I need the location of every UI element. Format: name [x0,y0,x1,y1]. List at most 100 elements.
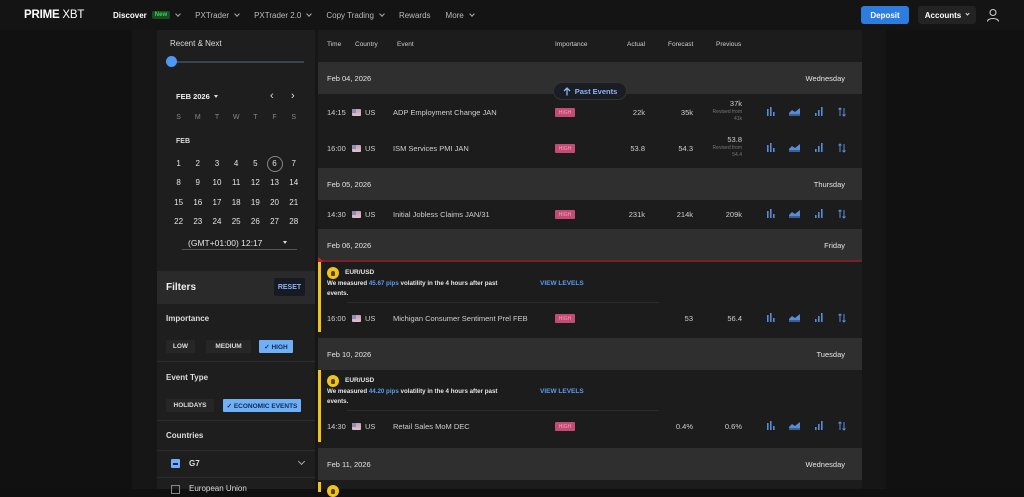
event-row[interactable]: 14:15 US ADP Employment Change JAN HIGH … [318,99,862,138]
weekday: S [176,114,181,121]
nav-label: Discover [113,10,147,20]
calendar-day[interactable]: 5 [253,159,258,169]
chevron-down-icon[interactable] [297,457,306,466]
area-chart-icon[interactable] [788,143,801,153]
sort-arrows-icon[interactable] [836,143,849,153]
view-levels-link[interactable]: VIEW LEVELS [540,280,584,287]
event-previous: 209k [725,210,742,219]
event-actions [764,421,849,431]
calendar-day[interactable]: 21 [289,197,299,207]
calendar-day[interactable]: 8 [176,178,181,188]
recent-next-slider[interactable] [171,61,304,63]
bar-chart-icon[interactable] [764,313,777,323]
signal-bars-icon[interactable] [812,421,825,431]
sort-arrows-icon[interactable] [836,209,849,219]
past-events-button[interactable]: Past Events [553,82,627,100]
divider [157,477,315,478]
calendar-day[interactable]: 20 [270,197,279,207]
event-row[interactable]: 14:30 US Retail Sales MoM DEC HIGH 0.4% … [318,416,862,440]
nav-pxtrader-2[interactable]: PXTrader 2.0 [254,10,313,20]
nav-pxtrader[interactable]: PXTrader [195,11,240,20]
event-type-economic-chip[interactable]: ✓ ECONOMIC EVENTS [223,399,301,412]
calendar-day[interactable]: 7 [291,159,296,169]
area-chart-icon[interactable] [788,209,801,219]
prev-month-button[interactable]: ‹ [270,90,274,102]
calendar-day[interactable]: 25 [231,217,241,227]
nav-discover[interactable]: Discover New [113,10,181,20]
eu-checkbox[interactable] [171,485,180,494]
calendar-day[interactable]: 17 [212,197,222,207]
calendar-day[interactable]: 18 [231,197,241,207]
bar-chart-icon[interactable] [764,107,777,117]
importance-badge: HIGH [555,314,575,323]
accounts-button[interactable]: Accounts [918,6,976,24]
calendar-day[interactable]: 27 [270,217,279,227]
importance-low-chip[interactable]: LOW [166,340,195,353]
nav-rewards[interactable]: Rewards [399,11,431,20]
calendar-day[interactable]: 10 [212,178,222,188]
nav-copy-trading[interactable]: Copy Trading [326,11,385,20]
signal-bars-icon[interactable] [812,143,825,153]
user-profile-icon[interactable] [986,8,1000,22]
past-events-label: Past Events [574,86,618,96]
sort-arrows-icon[interactable] [836,421,849,431]
calendar-day[interactable]: 28 [289,217,299,227]
bar-chart-icon[interactable] [764,421,777,431]
accounts-label: Accounts [924,10,962,20]
calendar-day[interactable]: 19 [250,197,260,207]
signal-bars-icon[interactable] [812,313,825,323]
primexbt-logo[interactable]: PRIME XBT [24,9,84,21]
calendar-day[interactable]: 11 [232,178,241,188]
month-year-select[interactable]: FEB 2026 [176,92,218,101]
calendar-day[interactable]: 2 [195,159,200,169]
signal-bars-icon[interactable] [812,107,825,117]
calendar-day[interactable]: 24 [212,217,222,227]
calendar-day[interactable]: 9 [195,178,200,188]
nav-more[interactable]: More [446,11,475,20]
calendar-day[interactable]: 12 [250,178,260,188]
area-chart-icon[interactable] [788,313,801,323]
area-chart-icon[interactable] [788,107,801,117]
event-row[interactable]: 16:00 US ISM Services PMI JAN HIGH 53.8 … [318,135,862,174]
deposit-button[interactable]: Deposit [861,6,909,24]
view-levels-link[interactable]: VIEW LEVELS [540,388,584,395]
insight-pips: 45.67 pips [368,280,399,287]
area-chart-icon[interactable] [788,421,801,431]
importance-badge: HIGH [555,210,575,219]
chevron-down-icon [306,10,313,17]
calendar-day[interactable]: 4 [233,159,239,169]
calendar-day[interactable]: 3 [214,159,220,169]
calendar-day[interactable]: 22 [174,217,184,227]
importance-medium-chip[interactable]: MEDIUM [206,340,251,353]
calendar-day[interactable]: 16 [193,197,203,207]
timezone-select[interactable]: (GMT+01:00) 12:17 [182,236,297,250]
bar-chart-icon[interactable] [764,143,777,153]
next-month-button[interactable]: › [291,90,295,102]
signal-bars-icon[interactable] [812,209,825,219]
g7-checkbox[interactable] [171,459,180,468]
revised-note: Revised from [712,145,742,151]
event-type-holidays-chip[interactable]: HOLIDAYS [166,399,214,412]
event-forecast: 0.4% [675,422,693,431]
event-name: Michigan Consumer Sentiment Prel FEB [393,314,528,323]
reset-filters-button[interactable]: RESET [274,278,305,296]
slider-thumb[interactable] [166,56,177,67]
event-row[interactable]: 16:00 US Michigan Consumer Sentiment Pre… [318,308,862,332]
sort-arrows-icon[interactable] [836,107,849,117]
calendar-day[interactable]: 1 [176,159,181,169]
importance-high-chip[interactable]: ✓ HIGH [259,340,293,353]
date-label: Feb 06, 2026 [327,241,372,250]
calendar-day[interactable]: 14 [289,178,299,188]
sort-arrows-icon[interactable] [836,313,849,323]
bar-chart-icon[interactable] [764,209,777,219]
calendar-day[interactable]: 26 [250,217,260,227]
calendar-day-today[interactable]: 6 [266,155,283,172]
col-header-actual: Actual [627,41,646,48]
revised-value: 54.4 [732,152,742,158]
event-country: US [365,108,376,117]
calendar-day[interactable]: 15 [174,197,184,207]
calendar-day[interactable]: 23 [193,217,203,227]
event-row[interactable]: 14:30 US Initial Jobless Claims JAN/31 H… [318,200,862,230]
revised-note: Revised from [712,109,742,115]
calendar-day[interactable]: 13 [270,178,279,188]
